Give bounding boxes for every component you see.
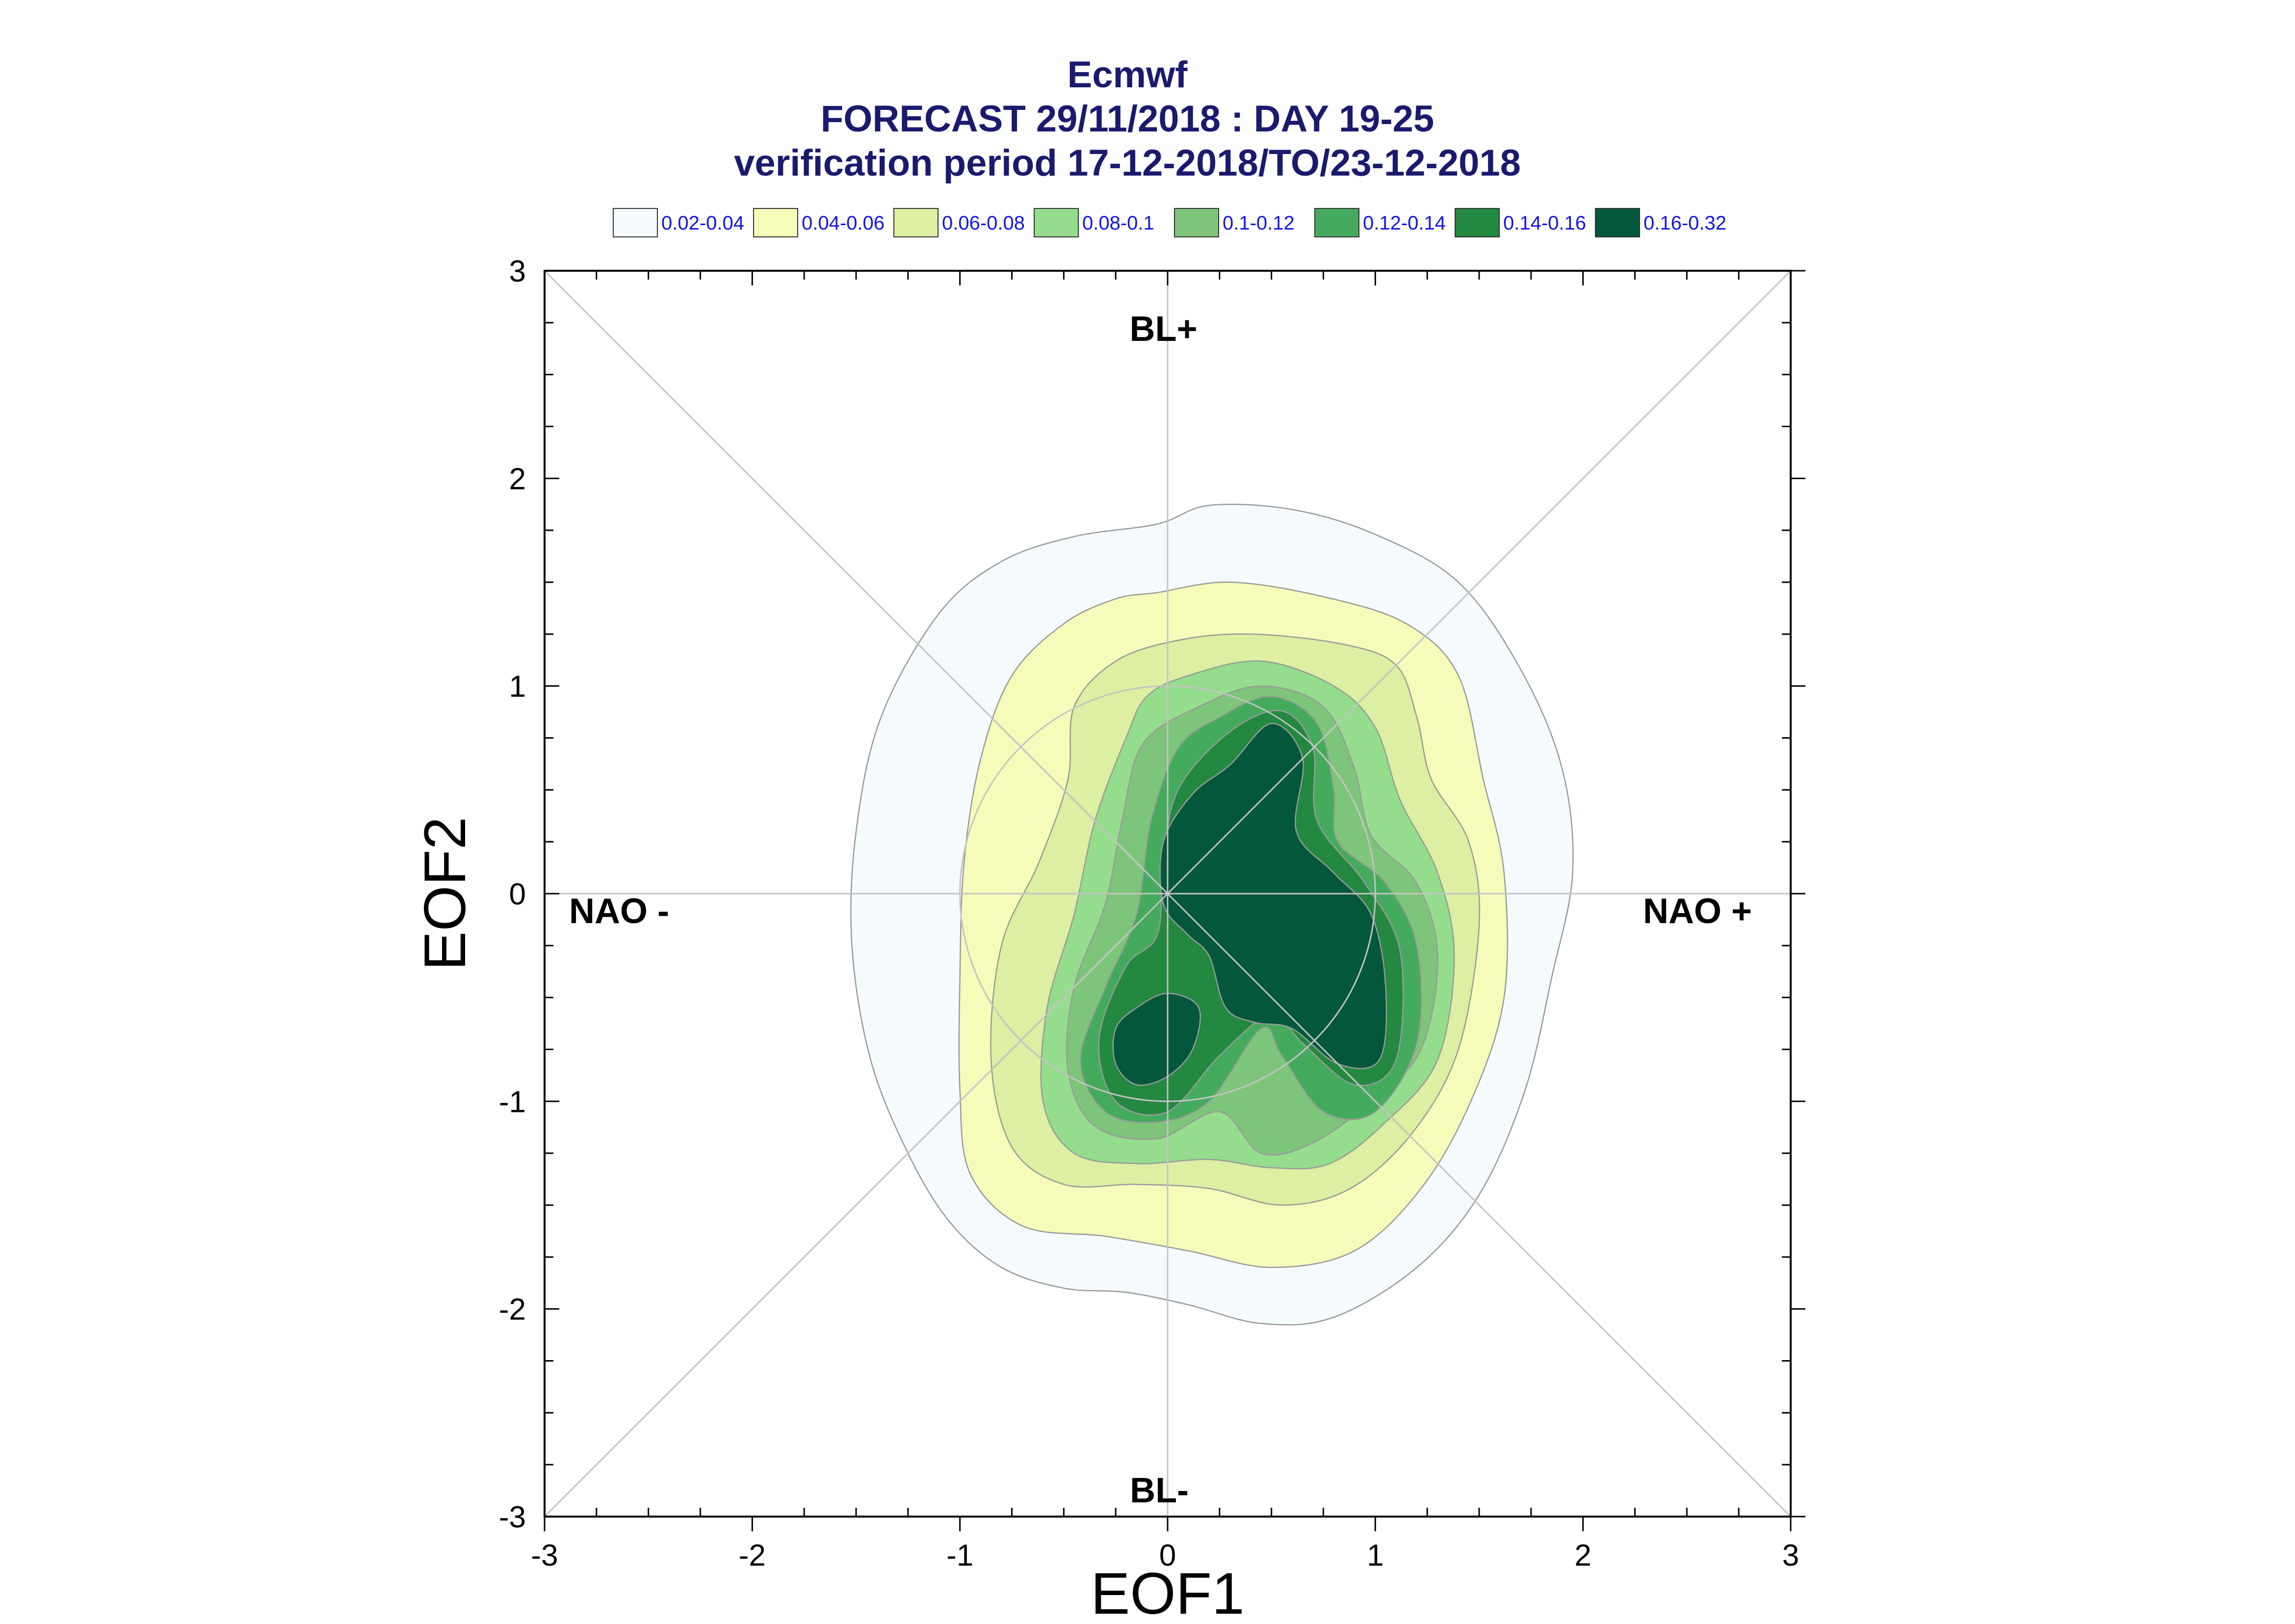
x-tick-label: -1	[946, 1539, 973, 1572]
legend-label: 0.12-0.14	[1363, 212, 1446, 234]
legend-label: 0.06-0.08	[942, 212, 1025, 234]
x-tick-label: 3	[1782, 1539, 1799, 1572]
contour-layer	[850, 503, 1574, 1326]
regime-label-nao-minus: NAO -	[569, 892, 669, 931]
reference-lines	[544, 270, 1792, 1518]
regime-label-bl-minus: BL-	[1130, 1471, 1189, 1510]
legend-swatch	[893, 208, 939, 237]
y-tick-label: -3	[499, 1500, 526, 1534]
x-tick-label: -2	[739, 1539, 766, 1572]
legend-swatch	[1455, 208, 1500, 237]
regime-label-nao-plus: NAO +	[1643, 892, 1752, 931]
legend-swatch	[1174, 208, 1219, 237]
legend-swatch	[613, 208, 658, 237]
title-line-1: Ecmwf	[1068, 54, 1188, 96]
y-axis-title: EOF2	[412, 817, 478, 970]
legend-label: 0.08-0.1	[1082, 212, 1154, 234]
legend-label: 0.1-0.12	[1223, 212, 1295, 234]
legend-label: 0.14-0.16	[1503, 212, 1586, 234]
x-axis-title: EOF1	[1091, 1561, 1244, 1624]
y-tick-label: 0	[509, 877, 526, 911]
y-tick-labels: 3 2 1 0 -1 -2 -3	[499, 255, 526, 1534]
legend-swatch	[1034, 208, 1079, 237]
legend-label: 0.16-0.32	[1643, 212, 1726, 234]
diagonal-line-2	[544, 270, 1792, 1518]
y-tick-label: -2	[499, 1293, 526, 1327]
x-tick-label: -3	[531, 1539, 558, 1572]
x-tick-labels: -3 -2 -1 0 1 2 3	[531, 1539, 1799, 1572]
legend-swatch	[753, 208, 798, 237]
y-tick-label: 1	[509, 670, 526, 704]
y-tick-label: 2	[509, 462, 526, 496]
y-tick-label: 3	[509, 255, 526, 288]
legend-label: 0.04-0.06	[802, 212, 885, 234]
legend: 0.02-0.04 0.04-0.06 0.06-0.08 0.08-0.1 0.1-0…	[613, 208, 1726, 237]
chart-title: Ecmwf FORECAST 29/11/2018 : DAY 19-25 ve…	[734, 54, 1521, 184]
legend-label: 0.02-0.04	[661, 212, 744, 234]
unit-circle	[959, 685, 1376, 1102]
legend-swatch	[1314, 208, 1359, 237]
axis-ticks	[544, 270, 1805, 1531]
legend-swatch	[1595, 208, 1640, 237]
title-line-2: FORECAST 29/11/2018 : DAY 19-25	[821, 98, 1434, 140]
x-tick-label: 1	[1367, 1539, 1383, 1572]
title-line-3: verification period 17-12-2018/TO/23-12-…	[734, 142, 1521, 184]
y-tick-label: -1	[499, 1085, 526, 1119]
x-tick-label: 0	[1159, 1539, 1176, 1572]
regime-label-bl-plus: BL+	[1130, 309, 1198, 349]
x-tick-label: 2	[1574, 1539, 1591, 1572]
